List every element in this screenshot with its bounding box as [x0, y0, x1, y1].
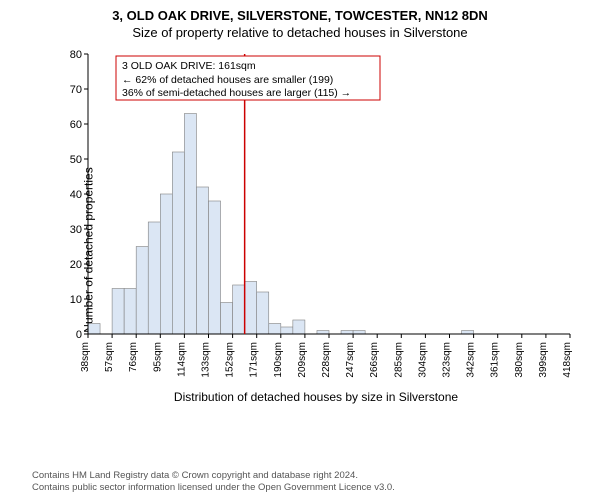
histogram-svg: 0 10 20 30 40 50 60 70 80 38sqm 57sqm 76sqm 95sqm 114… — [56, 48, 576, 388]
svg-text:114sqm: 114sqm — [176, 342, 187, 377]
svg-text:20: 20 — [70, 259, 82, 271]
svg-text:36% of semi-detached houses ar: 36% of semi-detached houses are larger (… — [122, 87, 351, 99]
svg-text:209sqm: 209sqm — [297, 342, 308, 378]
citation-line-1: Contains HM Land Registry data © Crown c… — [32, 470, 395, 482]
svg-text:95sqm: 95sqm — [152, 342, 163, 372]
svg-text:304sqm: 304sqm — [417, 342, 428, 378]
svg-text:247sqm: 247sqm — [345, 342, 356, 378]
title-address: 3, OLD OAK DRIVE, SILVERSTONE, TOWCESTER… — [0, 0, 600, 23]
svg-text:380sqm: 380sqm — [514, 342, 525, 378]
svg-text:133sqm: 133sqm — [201, 342, 212, 378]
svg-text:57sqm: 57sqm — [104, 342, 115, 372]
svg-text:3 OLD OAK DRIVE: 161sqm: 3 OLD OAK DRIVE: 161sqm — [122, 60, 256, 72]
svg-text:152sqm: 152sqm — [225, 342, 236, 378]
svg-text:190sqm: 190sqm — [273, 342, 284, 378]
svg-text:285sqm: 285sqm — [393, 342, 404, 378]
svg-text:266sqm: 266sqm — [369, 342, 380, 378]
x-axis-label: Distribution of detached houses by size … — [56, 390, 576, 404]
chart-plot-area: 0 10 20 30 40 50 60 70 80 38sqm 57sqm 76sqm 95sqm 114… — [56, 48, 576, 388]
citation-line-2: Contains public sector information licen… — [32, 482, 395, 494]
citation-block: Contains HM Land Registry data © Crown c… — [32, 470, 395, 494]
svg-text:60: 60 — [70, 119, 82, 131]
svg-text:30: 30 — [70, 224, 82, 236]
svg-text:228sqm: 228sqm — [321, 342, 332, 378]
svg-text:0: 0 — [76, 329, 82, 341]
svg-text:70: 70 — [70, 84, 82, 96]
title-subtitle: Size of property relative to detached ho… — [0, 23, 600, 40]
svg-text:40: 40 — [70, 189, 82, 201]
figure-container: 3, OLD OAK DRIVE, SILVERSTONE, TOWCESTER… — [0, 0, 600, 500]
svg-text:361sqm: 361sqm — [490, 342, 501, 378]
svg-text:38sqm: 38sqm — [80, 342, 91, 372]
svg-text:399sqm: 399sqm — [538, 342, 549, 378]
svg-text:76sqm: 76sqm — [128, 342, 139, 372]
svg-text:10: 10 — [70, 294, 82, 306]
svg-text:418sqm: 418sqm — [562, 342, 573, 378]
svg-text:323sqm: 323sqm — [442, 342, 453, 378]
svg-text:342sqm: 342sqm — [466, 342, 477, 378]
svg-text:80: 80 — [70, 49, 82, 61]
svg-text:← 62% of detached houses are s: ← 62% of detached houses are smaller (19… — [122, 74, 333, 86]
svg-text:50: 50 — [70, 154, 82, 166]
svg-text:171sqm: 171sqm — [249, 342, 260, 378]
